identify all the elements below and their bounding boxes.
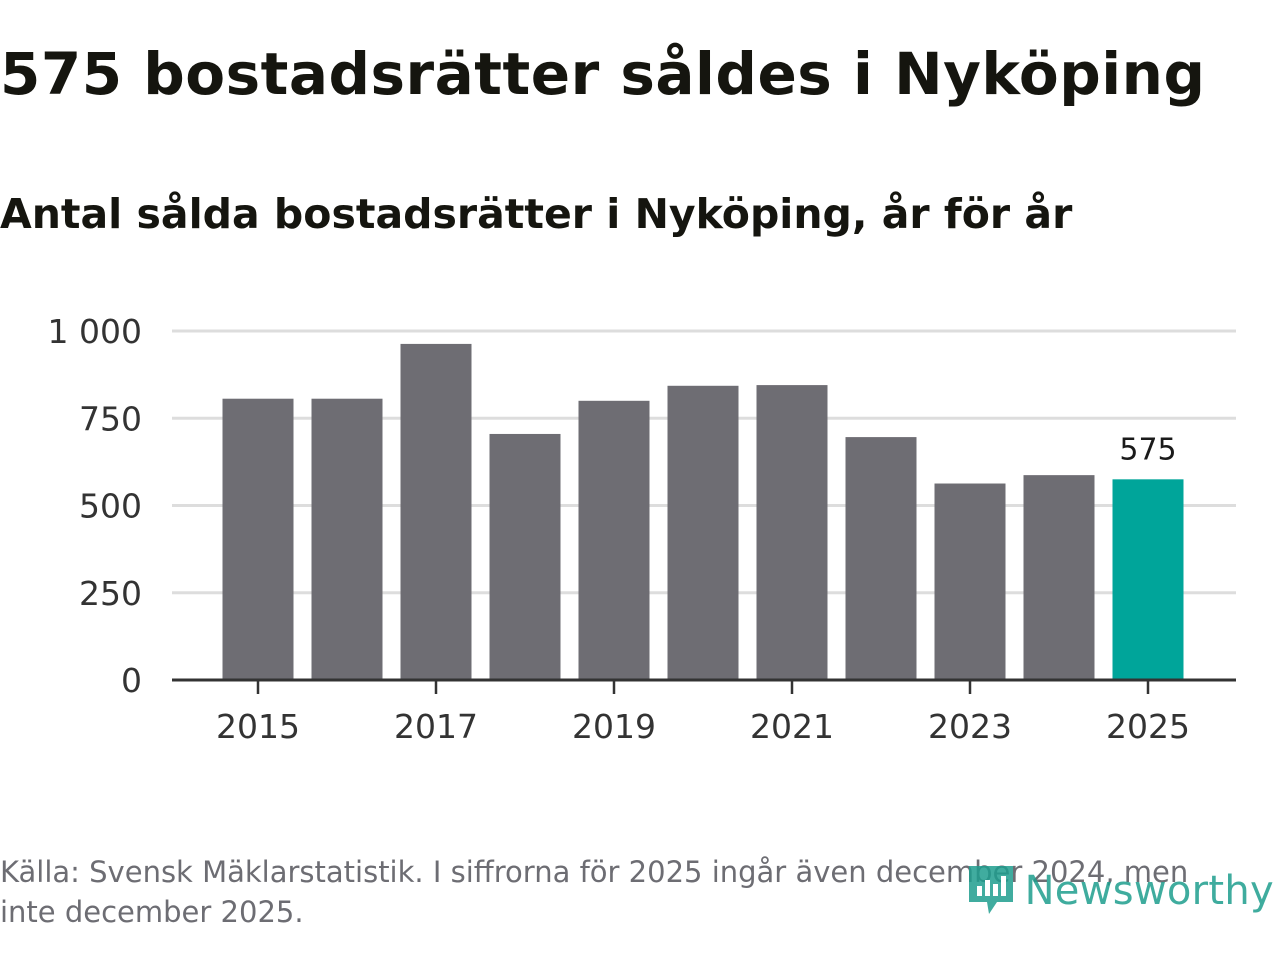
x-tick-label: 2019 <box>572 707 656 746</box>
x-axis <box>172 678 1236 694</box>
y-tick-label: 750 <box>79 399 142 438</box>
bar-2018 <box>489 433 561 680</box>
bar-2025 <box>1112 479 1184 680</box>
chart-title: 575 bostadsrätter såldes i Nyköping <box>0 40 1206 108</box>
x-tick-label: 2021 <box>750 707 834 746</box>
data-label-2025: 575 <box>1119 432 1176 467</box>
bar-2023 <box>934 483 1006 680</box>
bar-2016 <box>311 398 383 680</box>
x-tick-label: 2025 <box>1106 707 1190 746</box>
newsworthy-logo-icon <box>968 866 1013 914</box>
bar-2022 <box>845 437 917 680</box>
bar-2020 <box>667 385 739 680</box>
brand-logo: Newsworthy <box>965 862 1274 920</box>
brand-name: Newsworthy <box>1024 868 1274 914</box>
chart-subtitle: Antal sålda bostadsrätter i Nyköping, år… <box>0 190 1073 238</box>
bar-2024 <box>1023 475 1095 680</box>
bars <box>222 343 1184 680</box>
y-tick-label: 1 000 <box>48 312 142 351</box>
bar-2015 <box>222 398 294 680</box>
x-tick-label: 2023 <box>928 707 1012 746</box>
y-tick-label: 250 <box>79 574 142 613</box>
x-tick-label: 2015 <box>216 707 300 746</box>
y-tick-label: 500 <box>79 487 142 526</box>
bar-2017 <box>400 343 472 680</box>
labels: 0 250 500 750 1 000 575 2015 2017 2019 2021 2023 20… <box>48 312 1190 746</box>
x-tick-label: 2017 <box>394 707 478 746</box>
bar-2021 <box>756 385 828 680</box>
bar-chart: 0 250 500 750 1 000 575 2015 2017 2019 2021 2023 20… <box>48 312 1236 746</box>
y-tick-label: 0 <box>121 661 142 700</box>
bar-2019 <box>578 400 650 680</box>
